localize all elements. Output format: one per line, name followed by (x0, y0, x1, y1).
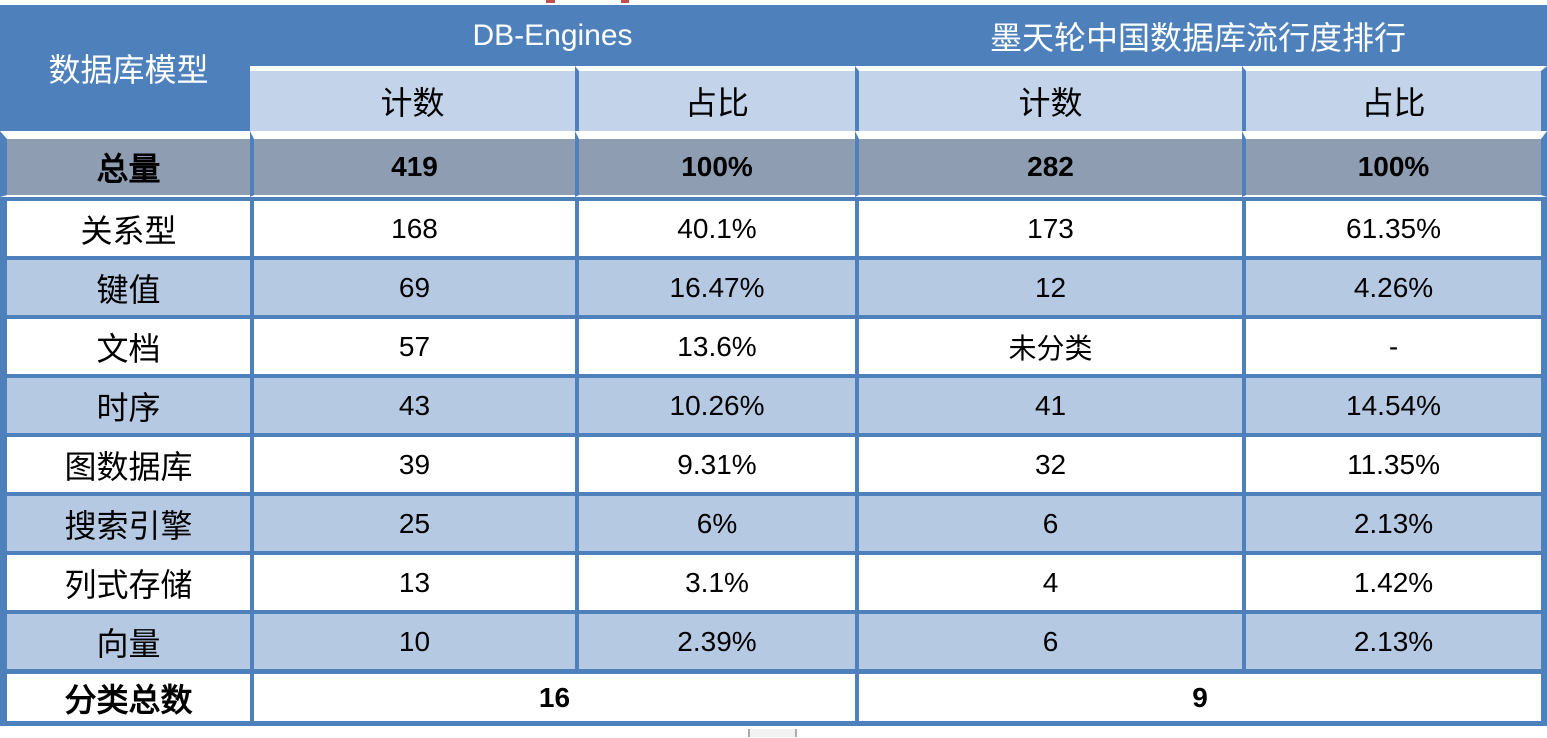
corner-header-cell: 数据库模型 (0, 5, 250, 131)
table-row: 关系型 168 40.1% 173 61.35% (0, 197, 1547, 256)
cell-value: 61.35% (1242, 197, 1547, 256)
cell-value: 12 (855, 256, 1243, 315)
row-label: 搜索引擎 (0, 492, 250, 551)
subheader-modb-share: 占比 (1242, 66, 1547, 131)
cell-value: 10 (250, 610, 575, 669)
scrollbar-thumb-fragment[interactable] (748, 729, 797, 737)
cell-value: 4 (855, 551, 1243, 610)
cell-value: 2.39% (575, 610, 856, 669)
row-label: 分类总数 (0, 669, 250, 726)
table-row: 列式存储 13 3.1% 4 1.42% (0, 551, 1547, 610)
cell-value: 57 (250, 315, 575, 374)
table-row: 图数据库 39 9.31% 32 11.35% (0, 433, 1547, 492)
cell-value: 2.13% (1242, 492, 1547, 551)
subheader-modb-count: 计数 (855, 66, 1243, 131)
subheader-db-count: 计数 (250, 66, 575, 131)
cell-value: 100% (575, 131, 856, 197)
cell-value: 32 (855, 433, 1243, 492)
cell-value: 未分类 (855, 315, 1243, 374)
cell-value: 11.35% (1242, 433, 1547, 492)
cell-value: 1.42% (1242, 551, 1547, 610)
table-header-row-1: 数据库模型 DB-Engines 墨天轮中国数据库流行度排行 (0, 5, 1547, 131)
table-row: 时序 43 10.26% 41 14.54% (0, 374, 1547, 433)
cell-value: 282 (855, 131, 1243, 197)
cell-value: 16.47% (575, 256, 856, 315)
row-label: 键值 (0, 256, 250, 315)
group-header-modb: 墨天轮中国数据库流行度排行 (855, 5, 1547, 66)
cell-value: 43 (250, 374, 575, 433)
row-label: 时序 (0, 374, 250, 433)
cell-value: 69 (250, 256, 575, 315)
cell-value: 13.6% (575, 315, 856, 374)
cell-value: 25 (250, 492, 575, 551)
table-row: 搜索引擎 25 6% 6 2.13% (0, 492, 1547, 551)
cell-value: - (1242, 315, 1547, 374)
cell-value: 4.26% (1242, 256, 1547, 315)
cell-value: 41 (855, 374, 1243, 433)
cell-value: 419 (250, 131, 575, 197)
cell-value: 16 (250, 669, 856, 726)
cell-value: 173 (855, 197, 1243, 256)
table-row: 文档 57 13.6% 未分类 - (0, 315, 1547, 374)
cell-value: 168 (250, 197, 575, 256)
comparison-table: 数据库模型 DB-Engines 墨天轮中国数据库流行度排行 计数 占比 计数 … (0, 5, 1547, 726)
total-row: 总量 419 100% 282 100% (0, 131, 1547, 197)
table-body: 关系型 168 40.1% 173 61.35% 键值 69 16.47% 12… (0, 197, 1547, 669)
cell-value: 9.31% (575, 433, 856, 492)
group-header-db-engines: DB-Engines (250, 5, 856, 66)
cell-value: 40.1% (575, 197, 856, 256)
table-header-row-2: 计数 占比 计数 占比 (0, 66, 1547, 131)
cell-value: 6 (855, 610, 1243, 669)
row-label: 总量 (0, 131, 250, 197)
cell-value: 6 (855, 492, 1243, 551)
row-label: 图数据库 (0, 433, 250, 492)
row-label: 列式存储 (0, 551, 250, 610)
table-row: 向量 10 2.39% 6 2.13% (0, 610, 1547, 669)
cell-value: 100% (1242, 131, 1547, 197)
cell-value: 39 (250, 433, 575, 492)
row-label: 关系型 (0, 197, 250, 256)
table-row: 键值 69 16.47% 12 4.26% (0, 256, 1547, 315)
cell-value: 9 (855, 669, 1547, 726)
red-underline-mark (621, 0, 629, 3)
cell-value: 13 (250, 551, 575, 610)
cell-value: 3.1% (575, 551, 856, 610)
cell-value: 2.13% (1242, 610, 1547, 669)
cell-value: 14.54% (1242, 374, 1547, 433)
footer-row: 分类总数 16 9 (0, 669, 1547, 726)
row-label: 文档 (0, 315, 250, 374)
subheader-db-share: 占比 (575, 66, 856, 131)
cell-value: 6% (575, 492, 856, 551)
red-underline-mark (546, 0, 555, 3)
cell-value: 10.26% (575, 374, 856, 433)
row-label: 向量 (0, 610, 250, 669)
